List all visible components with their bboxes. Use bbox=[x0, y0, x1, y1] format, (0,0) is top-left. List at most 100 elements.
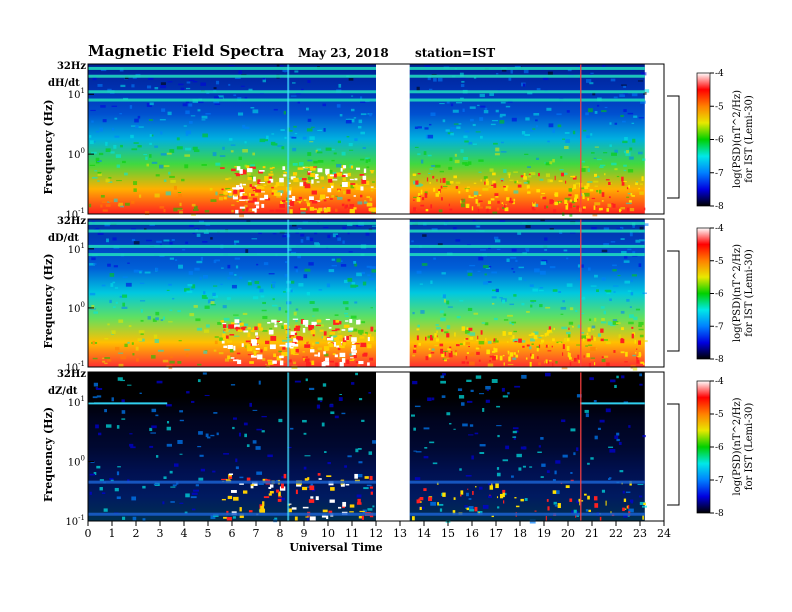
x-tick-label: 14 bbox=[417, 527, 431, 540]
impulse-line bbox=[580, 219, 582, 367]
spectral-line bbox=[88, 229, 376, 233]
x-tick-label: 9 bbox=[301, 527, 308, 540]
power-enhancement bbox=[220, 318, 645, 368]
colorbar-tick-label: -5 bbox=[715, 410, 724, 420]
spectral-line bbox=[409, 66, 645, 70]
y-tick-label: 101 bbox=[68, 395, 85, 409]
colorbar bbox=[696, 380, 711, 514]
impulse-line bbox=[580, 64, 582, 214]
panel-bracket bbox=[667, 403, 680, 506]
spectral-line bbox=[409, 90, 645, 94]
spectral-line bbox=[88, 90, 376, 94]
x-tick-label: 5 bbox=[205, 527, 212, 540]
colorbar-tick-label: -4 bbox=[715, 377, 724, 387]
x-tick-label: 24 bbox=[657, 527, 671, 540]
narrowband-lines bbox=[88, 402, 645, 516]
data-gap bbox=[376, 371, 410, 522]
colorbar-label: log(PSD)(nT^2/Hz) bbox=[732, 397, 743, 495]
colorbar-tick-label: -7 bbox=[715, 322, 724, 332]
spectrogram-segment bbox=[409, 372, 645, 521]
panel-bracket bbox=[667, 250, 680, 352]
panel-dZ-dt: 10-1 100 101 32Hz dZ/dt Frequency (Hz) -8 -7 -6 -… bbox=[42, 369, 755, 528]
spectral-line bbox=[88, 480, 376, 484]
colorbar-tick-label: -4 bbox=[715, 224, 724, 234]
narrowband-lines bbox=[88, 221, 645, 257]
y-tick-label: 101 bbox=[68, 87, 85, 101]
x-tick-label: 11 bbox=[345, 527, 359, 540]
x-tick-label: 22 bbox=[609, 527, 623, 540]
narrowband-lines bbox=[88, 66, 645, 102]
x-tick-label: 16 bbox=[465, 527, 479, 540]
x-tick-label: 7 bbox=[253, 527, 260, 540]
data-gap bbox=[376, 63, 410, 215]
impulse-line bbox=[287, 219, 290, 367]
figure-title: Magnetic Field Spectra bbox=[88, 42, 285, 60]
colorbar-label: log(PSD)(nT^2/Hz) bbox=[732, 90, 743, 188]
colorbar-tick-label: -8 bbox=[715, 202, 724, 212]
spectral-line bbox=[409, 229, 645, 233]
x-tick-label: 17 bbox=[489, 527, 503, 540]
y-top-label: 32Hz bbox=[57, 369, 86, 380]
panel-bracket bbox=[667, 95, 680, 199]
data-gap bbox=[376, 218, 410, 368]
spectral-line bbox=[88, 74, 376, 78]
spectrogram-segment bbox=[409, 64, 645, 214]
y-top-label: 32Hz bbox=[57, 61, 86, 72]
colorbar-tick-label: -7 bbox=[715, 476, 724, 486]
spectral-line bbox=[88, 98, 376, 102]
x-tick-label: 23 bbox=[633, 527, 647, 540]
colorbar-tick-label: -7 bbox=[715, 169, 724, 179]
spectral-line bbox=[88, 221, 376, 225]
spectral-line bbox=[88, 66, 376, 70]
spectral-line bbox=[88, 253, 376, 257]
x-tick-label: 13 bbox=[393, 527, 407, 540]
x-tick-label: 18 bbox=[513, 527, 527, 540]
spectral-line bbox=[88, 512, 376, 516]
spectral-line bbox=[409, 512, 645, 516]
y-tick-label: 10-1 bbox=[65, 514, 85, 528]
y-tick-label: 100 bbox=[68, 147, 85, 161]
date-label: May 23, 2018 bbox=[298, 46, 389, 60]
impulse-line bbox=[580, 372, 582, 521]
colorbar-label: log(PSD)(nT^2/Hz) bbox=[732, 244, 743, 342]
x-axis-label: Universal Time bbox=[289, 541, 382, 554]
x-tick-label: 6 bbox=[229, 527, 236, 540]
colorbar-sublabel: for IST (Lemi-30) bbox=[744, 403, 755, 491]
spectral-line bbox=[409, 221, 645, 225]
spectral-line bbox=[88, 244, 376, 248]
colorbar-tick-label: -8 bbox=[715, 509, 724, 519]
colorbar-tick-label: -6 bbox=[715, 290, 724, 300]
x-tick-label: 1 bbox=[109, 527, 116, 540]
x-tick-label: 0 bbox=[85, 527, 92, 540]
power-enhancement bbox=[221, 473, 646, 522]
colorbar-tick-label: -4 bbox=[715, 69, 724, 79]
colorbar-tick-label: -5 bbox=[715, 102, 724, 112]
spectral-line bbox=[409, 244, 645, 248]
colorbar-tick-label: -6 bbox=[715, 443, 724, 453]
x-tick-label: 4 bbox=[181, 527, 188, 540]
component-label: dH/dt bbox=[48, 78, 80, 89]
x-tick-label: 2 bbox=[133, 527, 140, 540]
x-tick-label: 20 bbox=[561, 527, 575, 540]
x-tick-label: 15 bbox=[441, 527, 455, 540]
station-label: station=IST bbox=[415, 46, 496, 60]
spectral-line bbox=[409, 74, 645, 78]
colorbar-tick-label: -8 bbox=[715, 355, 724, 365]
spectral-line bbox=[409, 98, 645, 102]
colorbar-tick-label: -6 bbox=[715, 136, 724, 146]
spectral-line bbox=[409, 480, 645, 484]
y-axis-label: Frequency (Hz) bbox=[42, 99, 55, 194]
component-label: dD/dt bbox=[48, 233, 79, 244]
component-label: dZ/dt bbox=[48, 386, 78, 397]
colorbar-tick-label: -5 bbox=[715, 257, 724, 267]
x-tick-label: 3 bbox=[157, 527, 164, 540]
spectral-texture bbox=[89, 372, 647, 524]
colorbar-sublabel: for IST (Lemi-30) bbox=[744, 95, 755, 183]
impulse-line bbox=[287, 372, 290, 521]
y-tick-label: 100 bbox=[68, 455, 85, 469]
colorbar bbox=[696, 72, 711, 207]
impulse-line bbox=[287, 64, 290, 214]
